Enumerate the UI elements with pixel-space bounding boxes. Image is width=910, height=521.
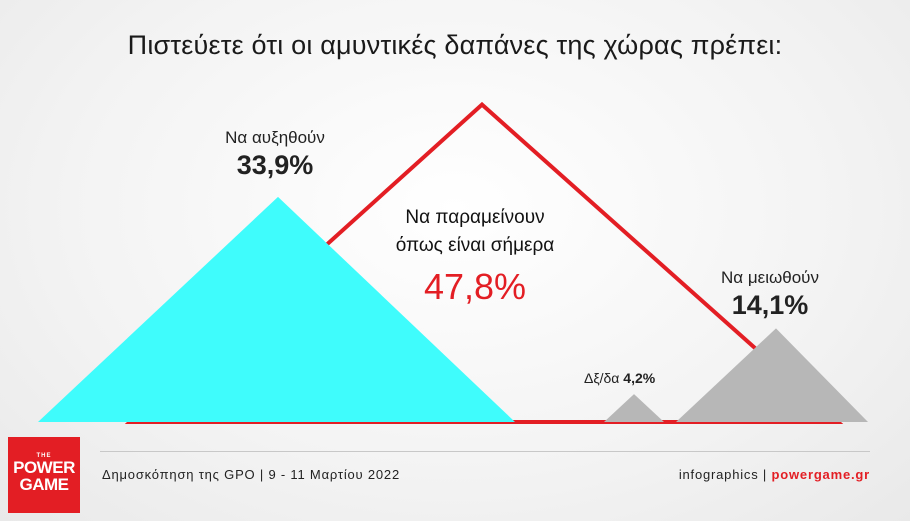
logo-game: GAME — [19, 475, 70, 494]
label-increase-value: 33,9% — [236, 150, 314, 180]
label-dontknow-name: Δξ/δα — [584, 370, 620, 386]
label-increase-name: Να αυξηθούν — [225, 128, 325, 147]
footer-credit-prefix: infographics | — [678, 467, 772, 482]
triangle-increase — [38, 196, 515, 422]
triangle-decrease — [676, 328, 868, 422]
label-dontknow: Δξ/δα 4,2% — [584, 370, 655, 386]
label-decrease-name: Να μειωθούν — [721, 268, 819, 287]
footer-credit: infographics | powergame.gr — [679, 467, 870, 482]
triangle-dontknow — [604, 394, 664, 422]
label-increase: Να αυξηθούν 33,9% — [190, 128, 360, 181]
footer-source: Δημοσκόπηση της GPO | 9 - 11 Μαρτίου 202… — [102, 467, 400, 482]
chart-title: Πιστεύετε ότι οι αμυντικές δαπάνες της χ… — [127, 30, 783, 60]
label-decrease: Να μειωθούν 14,1% — [690, 268, 850, 321]
label-remain-line2: όπως είναι σήμερα — [395, 235, 555, 256]
label-remain-line1: Να παραμείνουν — [405, 207, 545, 228]
logo-the: THE — [36, 453, 52, 459]
label-remain: Να παραμείνουν όπως είναι σήμερα 47,8% — [345, 204, 605, 308]
label-remain-value: 47,8% — [423, 266, 527, 307]
footer-divider — [100, 451, 870, 452]
label-dontknow-value: 4,2% — [623, 370, 656, 386]
powergame-logo: THE POWER GAME — [8, 437, 80, 513]
footer-credit-site[interactable]: powergame.gr — [771, 467, 870, 482]
logo-power: POWER — [13, 458, 75, 477]
label-decrease-value: 14,1% — [731, 290, 809, 320]
